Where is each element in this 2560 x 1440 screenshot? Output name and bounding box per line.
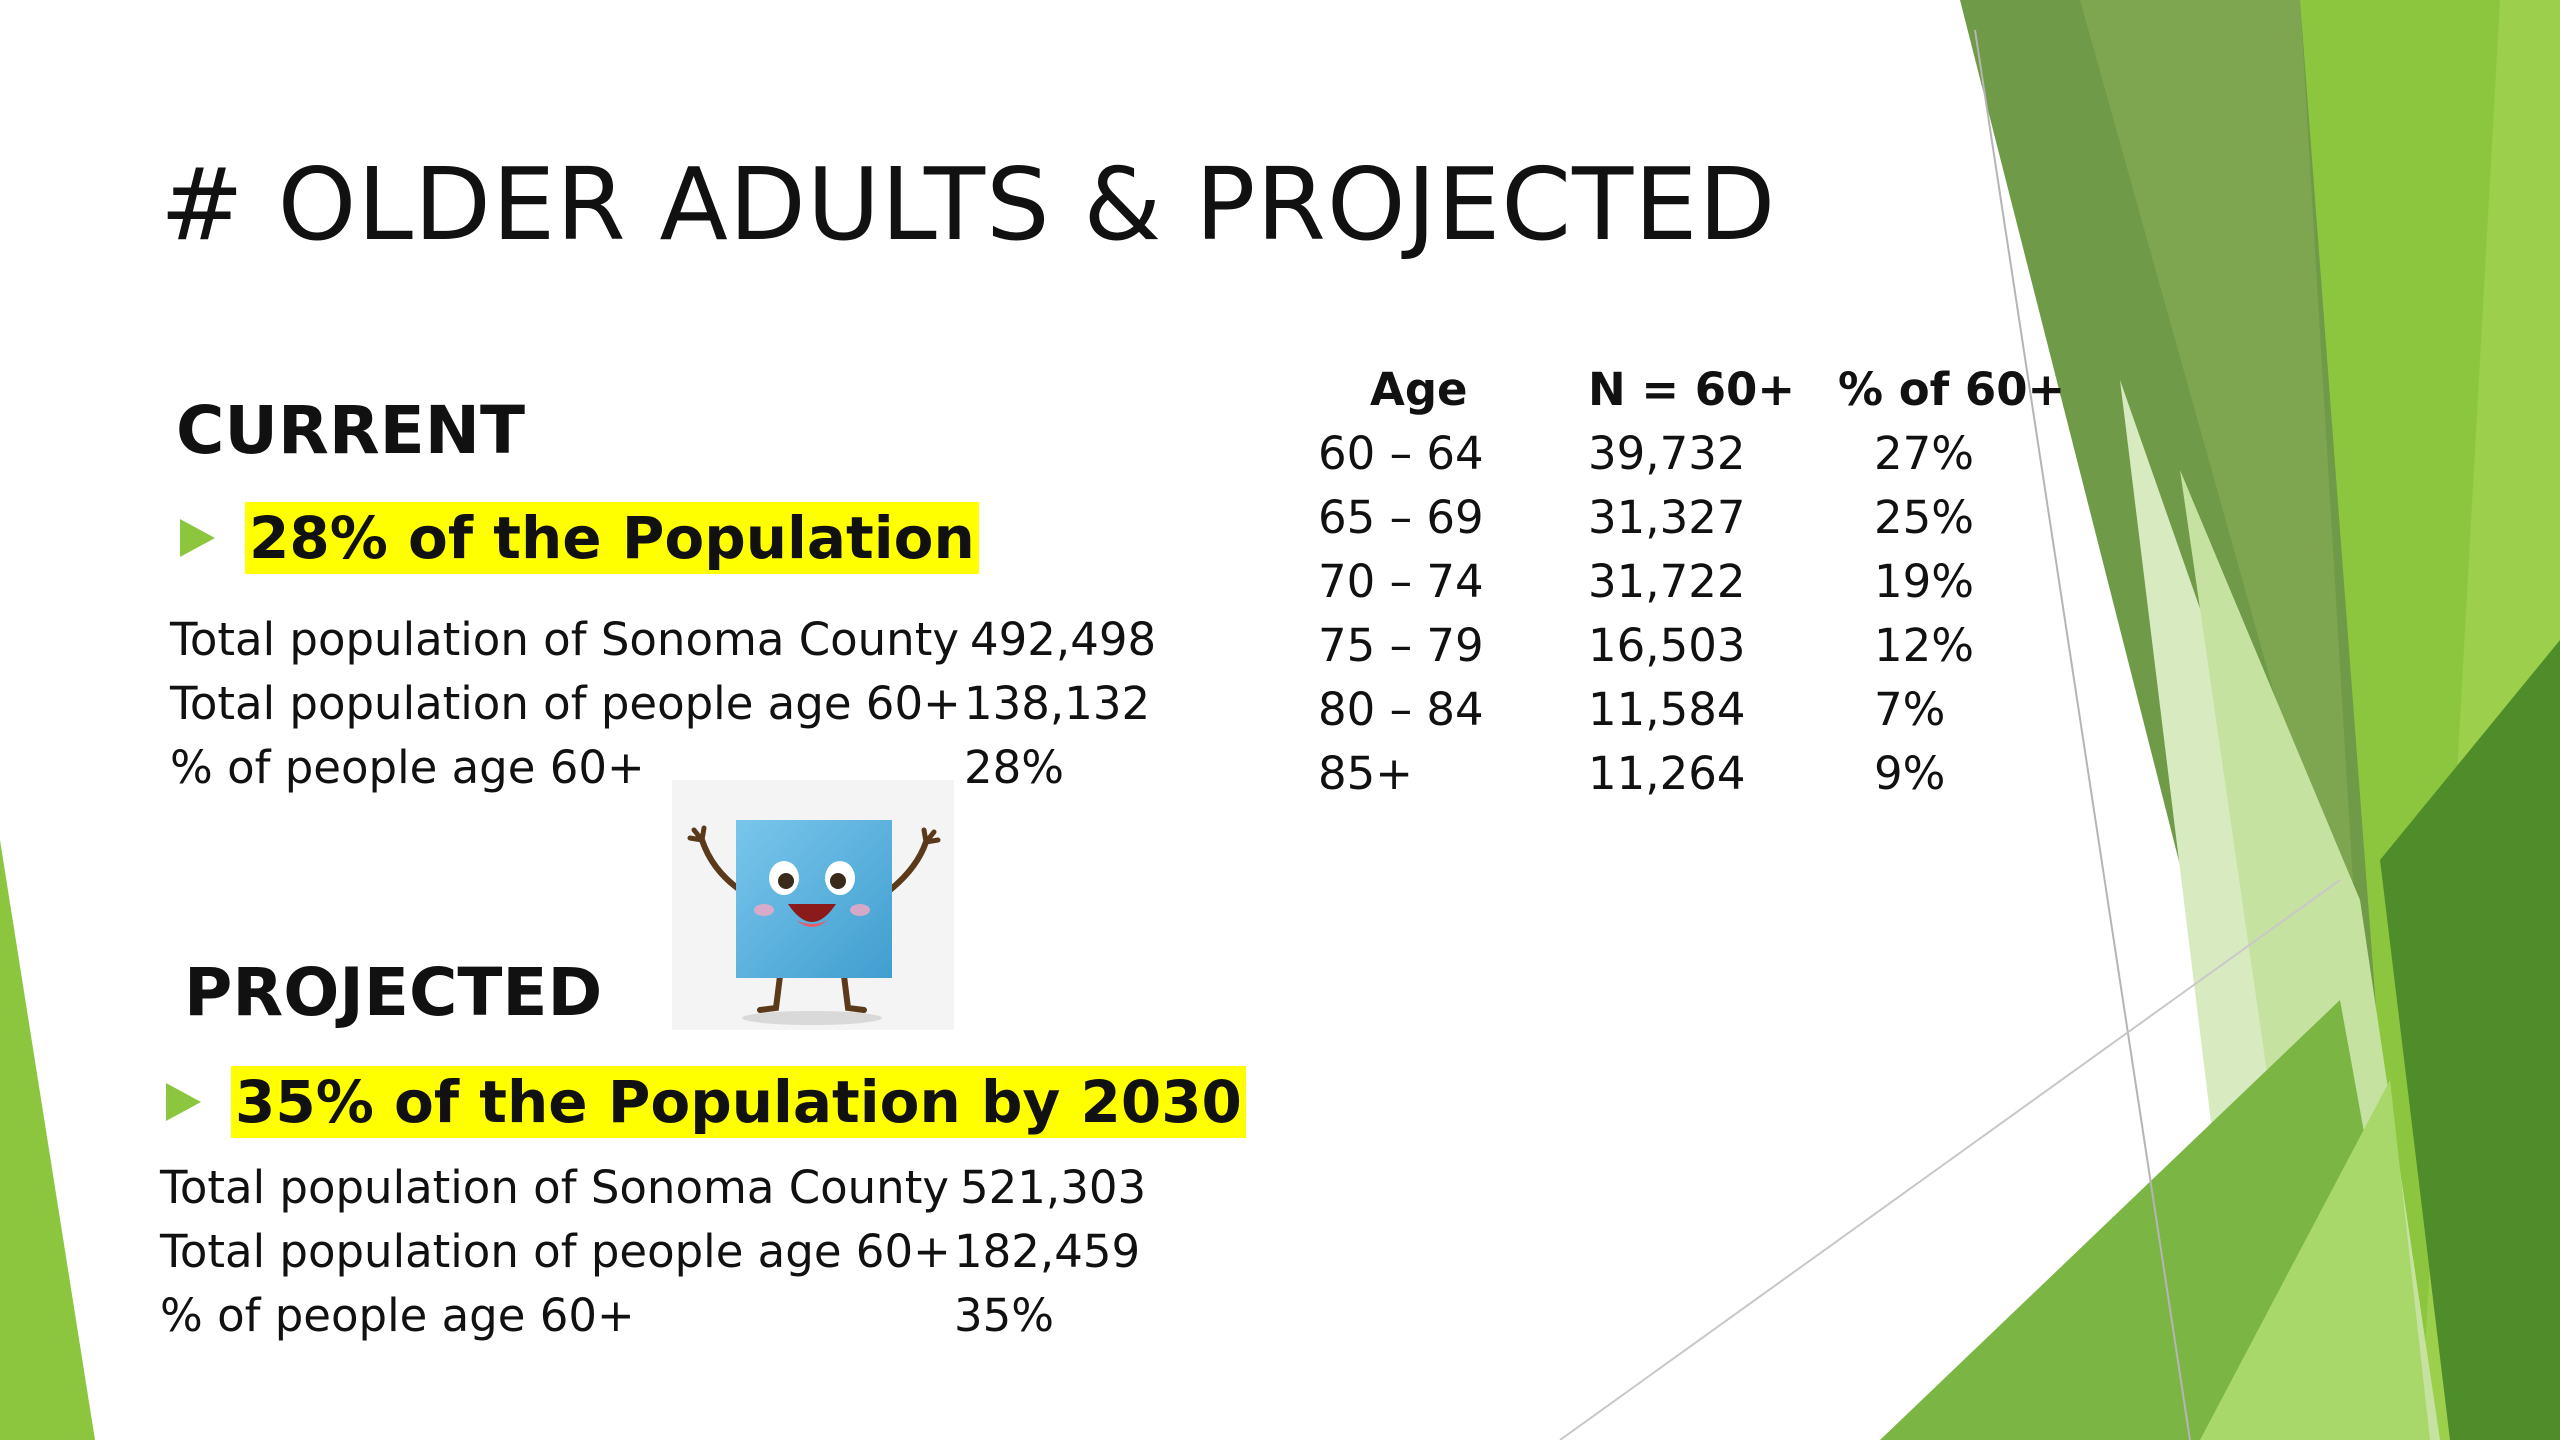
stat-value: 35%: [954, 1289, 1055, 1342]
projected-stats: Total population of Sonoma County 521,30…: [160, 1156, 1160, 1348]
cell-n: 39,732: [1588, 427, 1746, 480]
cell-percent: 27%: [1874, 427, 1975, 480]
cell-age: 75 – 79: [1318, 619, 1484, 672]
stat-value: 138,132: [964, 677, 1151, 730]
stat-value: 492,498: [970, 613, 1157, 666]
header-age: Age: [1370, 363, 1468, 416]
cell-age: 65 – 69: [1318, 491, 1484, 544]
cell-percent: 19%: [1874, 555, 1975, 608]
projected-bullet: 35% of the Population by 2030: [166, 1066, 1246, 1138]
current-bullet: 28% of the Population: [180, 502, 979, 574]
stat-value: 182,459: [954, 1225, 1141, 1278]
stat-label: Total population of people age 60+: [170, 677, 961, 730]
cell-percent: 25%: [1874, 491, 1975, 544]
projected-bullet-text: 35% of the Population by 2030: [231, 1066, 1246, 1138]
projected-heading: PROJECTED: [184, 954, 603, 1031]
stat-row: Total population of Sonoma County 521,30…: [160, 1156, 1160, 1220]
header-percent: % of 60+: [1838, 363, 2066, 416]
bullet-arrow-icon: [180, 519, 215, 557]
cell-n: 31,722: [1588, 555, 1746, 608]
cell-percent: 9%: [1874, 747, 1946, 800]
current-bullet-text: 28% of the Population: [245, 502, 979, 574]
stat-label: Total population of Sonoma County: [170, 613, 959, 666]
happy-square-character-icon: [672, 780, 954, 1030]
stat-row: % of people age 60+ 28%: [170, 736, 1170, 800]
cell-n: 11,584: [1588, 683, 1746, 736]
stat-row: Total population of people age 60+ 138,1…: [170, 672, 1170, 736]
stat-row: Total population of people age 60+ 182,4…: [160, 1220, 1160, 1284]
cell-percent: 12%: [1874, 619, 1975, 672]
header-n: N = 60+: [1588, 363, 1796, 416]
stat-label: % of people age 60+: [160, 1289, 635, 1342]
cell-age: 70 – 74: [1318, 555, 1484, 608]
stat-value: 521,303: [960, 1161, 1147, 1214]
bullet-arrow-icon: [166, 1083, 201, 1121]
cell-percent: 7%: [1874, 683, 1946, 736]
stat-row: Total population of Sonoma County 492,49…: [170, 608, 1170, 672]
cell-age: 60 – 64: [1318, 427, 1484, 480]
cell-n: 31,327: [1588, 491, 1746, 544]
cell-n: 16,503: [1588, 619, 1746, 672]
stat-label: % of people age 60+: [170, 741, 645, 794]
current-stats: Total population of Sonoma County 492,49…: [170, 608, 1170, 800]
cell-n: 11,264: [1588, 747, 1746, 800]
slide-title: # OLDER ADULTS & PROJECTED: [160, 146, 1777, 263]
cell-age: 85+: [1318, 747, 1413, 800]
current-heading: CURRENT: [176, 392, 526, 469]
stat-row: % of people age 60+ 35%: [160, 1284, 1160, 1348]
stat-value: 28%: [964, 741, 1065, 794]
stat-label: Total population of Sonoma County: [160, 1161, 949, 1214]
stat-label: Total population of people age 60+: [160, 1225, 951, 1278]
cell-age: 80 – 84: [1318, 683, 1484, 736]
